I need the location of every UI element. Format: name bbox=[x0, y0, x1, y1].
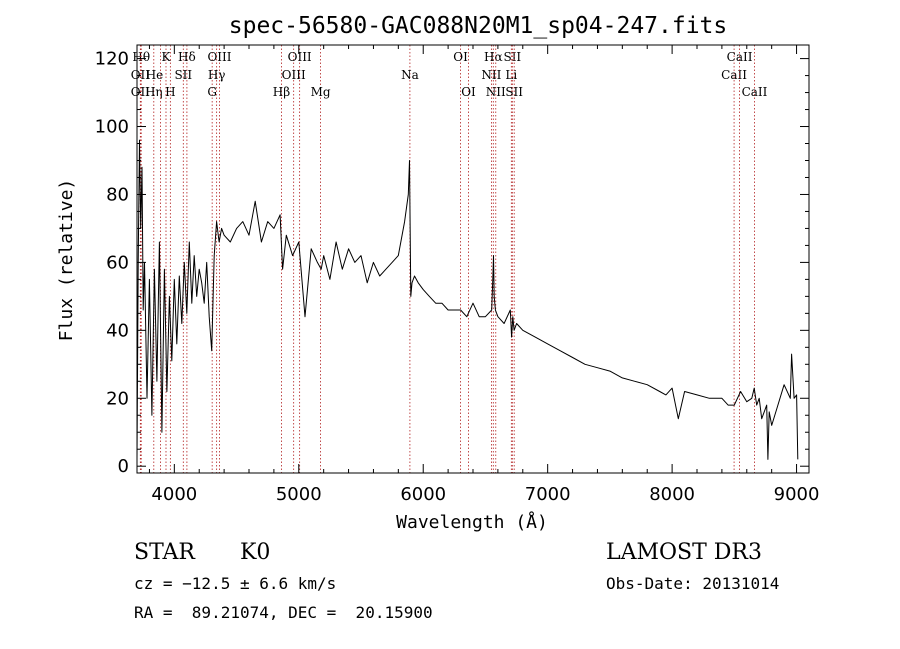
line-label-23: SII bbox=[503, 50, 521, 64]
line-label-6: H bbox=[165, 85, 175, 99]
line-label-5: K bbox=[162, 50, 172, 64]
redshift-velocity: cz = −12.5 ± 6.6 km/s bbox=[134, 574, 337, 593]
x-tick-label-5: 9000 bbox=[774, 484, 820, 505]
line-label-22: Li bbox=[505, 68, 517, 82]
y-tick-label-2: 40 bbox=[106, 320, 129, 341]
spectrum-line bbox=[136, 139, 799, 460]
line-label-16: Na bbox=[401, 68, 419, 82]
x-tick-label-3: 7000 bbox=[525, 484, 571, 505]
line-label-4: He bbox=[146, 68, 164, 82]
line-label-18: OI bbox=[461, 85, 476, 99]
line-label-12: Hβ bbox=[273, 85, 290, 99]
object-subclass: K0 bbox=[240, 540, 271, 565]
x-tick-label-2: 6000 bbox=[400, 484, 446, 505]
spectrum-series bbox=[136, 139, 799, 460]
x-tick-label-1: 5000 bbox=[276, 484, 322, 505]
line-label-7: SII bbox=[174, 68, 192, 82]
x-tick-label-0: 4000 bbox=[151, 484, 197, 505]
y-tick-label-1: 20 bbox=[106, 388, 129, 409]
line-label-20: Hα bbox=[484, 50, 503, 64]
y-tick-label-6: 120 bbox=[95, 49, 129, 70]
y-tick-label-0: 0 bbox=[118, 456, 129, 477]
spectral-line-markers: HθOIIOIIHηHeKHSIIHδGOIIIHγHβOIIIOIIIMgNa… bbox=[131, 45, 768, 473]
y-tick-label-3: 60 bbox=[106, 252, 129, 273]
line-label-8: Hδ bbox=[178, 50, 196, 64]
line-label-9: G bbox=[207, 85, 217, 99]
line-label-19: NII bbox=[481, 68, 501, 82]
line-label-13: OIII bbox=[282, 68, 306, 82]
line-label-10: OIII bbox=[207, 50, 231, 64]
line-label-1: OII bbox=[131, 68, 151, 82]
line-label-17: OI bbox=[453, 50, 468, 64]
line-label-0: Hθ bbox=[132, 50, 150, 64]
line-label-14: OIII bbox=[288, 50, 312, 64]
plot-frame bbox=[136, 44, 810, 474]
x-axis-label: Wavelength (Å) bbox=[396, 511, 548, 533]
line-label-21: NII bbox=[486, 85, 506, 99]
line-label-26: CaII bbox=[727, 50, 753, 64]
x-tick-label-4: 8000 bbox=[649, 484, 695, 505]
line-label-11: Hγ bbox=[208, 68, 226, 82]
y-axis: 0 20 40 60 80 100 120 bbox=[95, 49, 809, 477]
line-label-25: CaII bbox=[721, 68, 747, 82]
observation-date: Obs-Date: 20131014 bbox=[606, 574, 780, 593]
line-label-15: Mg bbox=[311, 85, 331, 99]
object-class: STAR bbox=[134, 540, 195, 565]
y-tick-label-4: 80 bbox=[106, 184, 129, 205]
survey-name: LAMOST DR3 bbox=[606, 540, 762, 565]
sky-coordinates: RA = 89.21074, DEC = 20.15900 bbox=[134, 603, 433, 622]
x-axis: 4000 5000 6000 7000 8000 9000 bbox=[148, 45, 820, 505]
chart-title: spec-56580-GAC088N20M1_sp04-247.fits bbox=[229, 13, 728, 39]
y-axis-label: Flux (relative) bbox=[56, 179, 77, 342]
y-tick-label-5: 100 bbox=[95, 117, 129, 138]
line-label-3: Hη bbox=[145, 85, 163, 99]
line-label-27: CaII bbox=[742, 85, 768, 99]
line-label-24: SII bbox=[505, 85, 523, 99]
line-label-2: OII bbox=[131, 85, 151, 99]
